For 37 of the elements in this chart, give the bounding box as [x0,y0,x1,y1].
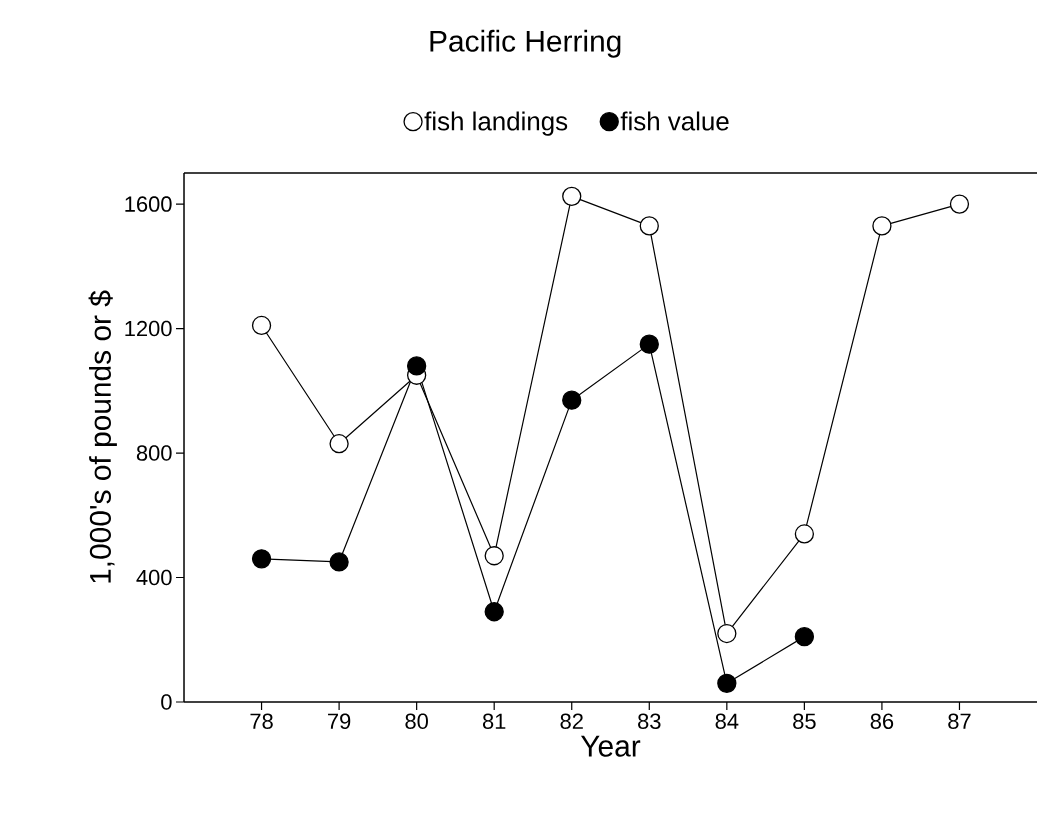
point [794,524,815,544]
point [639,334,659,354]
x-tick-label: 80 [405,713,428,730]
x-tick-label: 85 [793,713,816,730]
point [251,315,272,336]
x-tick-label: 84 [715,713,739,730]
x-axis-title: Year [580,735,641,757]
point [794,626,815,647]
point [639,216,659,236]
point [717,673,737,693]
legend-label: fish value [620,111,729,131]
point [949,194,970,214]
y-axis-title: 1,000's of pounds or $ [88,290,117,583]
point [329,434,349,454]
x-tick-label: 82 [560,713,583,730]
point [717,623,737,644]
legend-label: fish landings [424,111,568,136]
point [872,216,892,236]
point [562,390,582,410]
x-tick-label: 81 [482,713,506,730]
point [407,356,427,376]
point [329,552,349,572]
x-tick-label: 83 [638,713,661,730]
y-tick-label: 400 [136,569,172,586]
x-tick-label: 79 [328,713,351,730]
x-tick-label: 86 [870,713,894,730]
y-tick-label: 800 [136,445,172,461]
x-tick-label: 87 [948,713,971,730]
y-tick-label: 0 [161,694,172,710]
x-tick-label: 78 [250,713,273,730]
point [484,546,504,566]
point [251,549,272,569]
point [562,186,582,206]
point [484,602,504,622]
y-tick-label: 1200 [125,320,172,337]
chart-title: Pacific Herring [430,29,621,58]
y-tick-label: 1600 [125,196,172,212]
